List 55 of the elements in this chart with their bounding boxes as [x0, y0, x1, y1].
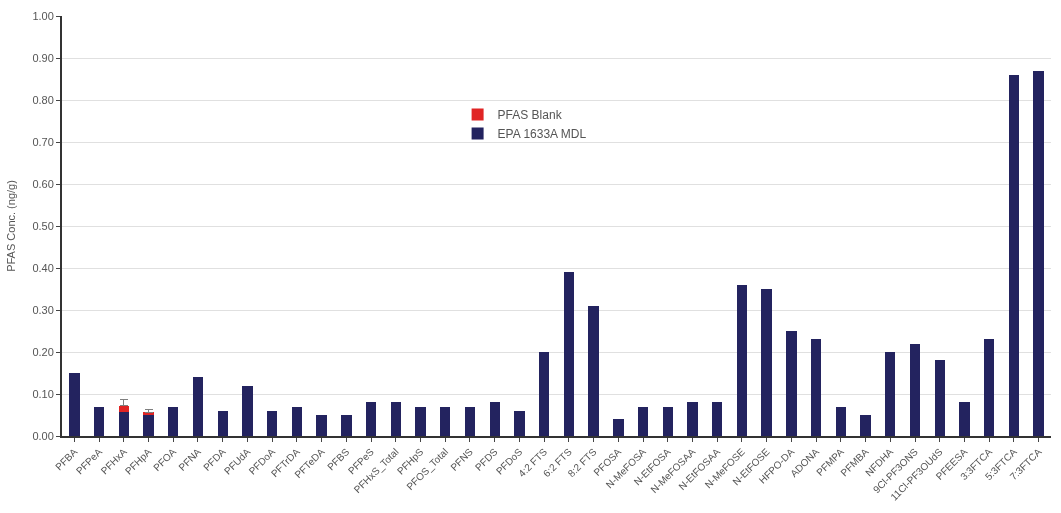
y-tick-label: 0.90 [32, 51, 54, 64]
bar [588, 305, 599, 436]
bar [959, 402, 970, 436]
y-tick-label: 0.00 [32, 429, 54, 442]
y-tick-label: 0.80 [32, 93, 54, 106]
bar [217, 410, 228, 436]
bar [93, 406, 105, 436]
bar [143, 415, 154, 436]
bar [835, 406, 847, 436]
bar [712, 402, 723, 436]
y-tick-label: 0.30 [32, 303, 54, 316]
bar [761, 289, 772, 436]
y-tick-label: 0.10 [32, 387, 54, 400]
bar [909, 343, 921, 436]
bar [563, 272, 575, 436]
bar [514, 410, 525, 436]
bar [168, 406, 179, 436]
bar [192, 377, 204, 436]
bar [118, 405, 129, 412]
bar [365, 402, 377, 436]
bar [736, 284, 748, 436]
bar [613, 419, 624, 436]
bar [786, 331, 797, 436]
y-tick-label: 0.20 [32, 345, 54, 358]
bar [1033, 70, 1044, 436]
y-tick-label: 1.00 [32, 9, 54, 22]
bar [390, 402, 401, 436]
y-tick-label: 0.50 [32, 219, 54, 232]
legend-label: PFAS Blank [497, 108, 563, 123]
bar [341, 415, 352, 436]
bar [984, 339, 995, 436]
bar [934, 360, 945, 436]
bar [687, 402, 698, 436]
y-axis-title: PFAS Conc. (ng/g) [4, 180, 17, 272]
bar [464, 406, 476, 436]
y-tick-label: 0.60 [32, 177, 54, 190]
bar [662, 406, 673, 436]
bar [810, 339, 822, 436]
bar [637, 406, 649, 436]
bar [291, 406, 303, 436]
bar [440, 406, 451, 436]
bar [538, 352, 550, 436]
bar [242, 385, 253, 436]
bar [118, 411, 129, 436]
bar [266, 410, 278, 436]
bar [1008, 74, 1020, 436]
bar [885, 352, 896, 436]
legend-label: EPA 1633A MDL [497, 127, 587, 142]
y-tick-label: 0.40 [32, 261, 54, 274]
bar [415, 406, 426, 436]
bar [316, 415, 327, 436]
bar [69, 373, 80, 436]
bar [489, 402, 500, 436]
y-tick-label: 0.70 [32, 135, 54, 148]
bar [860, 415, 871, 436]
